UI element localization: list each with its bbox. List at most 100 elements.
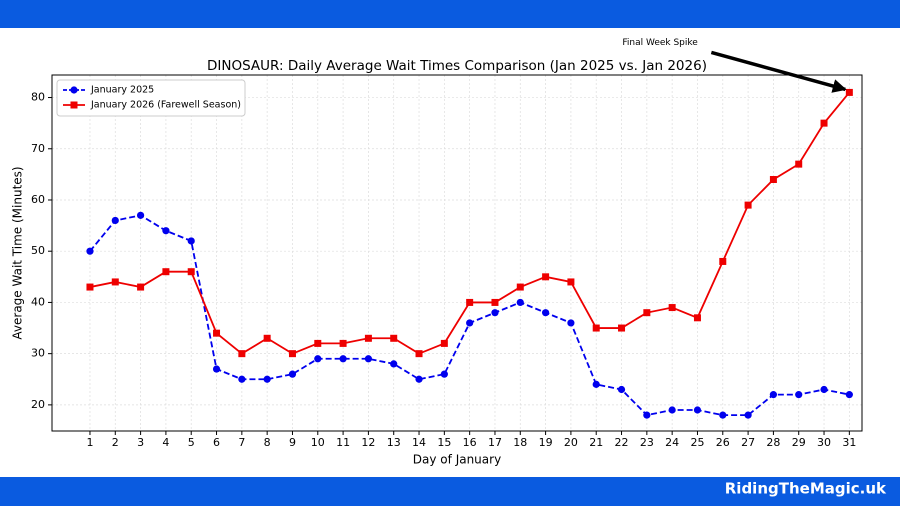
x-tick-label: 6 bbox=[213, 436, 220, 449]
x-tick-label: 25 bbox=[690, 436, 704, 449]
y-tick-label: 70 bbox=[31, 142, 45, 155]
square-marker bbox=[567, 278, 575, 286]
circle-marker bbox=[617, 385, 626, 394]
x-tick-label: 11 bbox=[336, 436, 350, 449]
x-tick-label: 7 bbox=[238, 436, 245, 449]
x-tick-label: 1 bbox=[86, 436, 93, 449]
y-axis-label: Average Wait Time (Minutes) bbox=[11, 166, 25, 339]
circle-marker bbox=[288, 370, 297, 378]
y-tick-label: 50 bbox=[31, 244, 45, 257]
footer-text: RidingTheMagic.uk bbox=[725, 480, 887, 498]
square-marker bbox=[86, 283, 94, 291]
circle-marker bbox=[238, 375, 246, 383]
square-marker bbox=[187, 268, 195, 276]
x-tick-label: 28 bbox=[766, 436, 780, 449]
legend-label: January 2026 (Farewell Season) bbox=[90, 100, 241, 111]
legend-marker bbox=[70, 86, 78, 94]
circle-marker bbox=[187, 237, 195, 245]
circle-marker bbox=[592, 380, 600, 388]
x-tick-label: 18 bbox=[513, 436, 527, 449]
circle-marker bbox=[314, 355, 322, 363]
circle-marker bbox=[212, 365, 221, 373]
square-marker bbox=[845, 88, 853, 96]
circle-marker bbox=[516, 298, 524, 307]
square-marker bbox=[719, 257, 727, 265]
circle-marker bbox=[263, 375, 271, 383]
square-marker bbox=[769, 175, 777, 183]
circle-marker bbox=[769, 391, 778, 399]
square-marker bbox=[390, 334, 398, 342]
square-marker bbox=[415, 350, 423, 358]
circle-marker bbox=[820, 385, 828, 394]
circle-marker bbox=[136, 211, 145, 219]
chart-title: DINOSAUR: Daily Average Wait Times Compa… bbox=[207, 58, 707, 74]
y-tick-label: 20 bbox=[31, 398, 45, 411]
square-marker bbox=[364, 334, 372, 342]
circle-marker bbox=[541, 309, 550, 317]
x-tick-label: 5 bbox=[188, 436, 195, 449]
x-tick-label: 26 bbox=[716, 436, 730, 449]
x-tick-label: 3 bbox=[137, 436, 144, 449]
x-tick-label: 27 bbox=[741, 436, 755, 449]
square-marker bbox=[795, 160, 803, 168]
square-marker bbox=[339, 339, 347, 347]
square-marker bbox=[516, 283, 524, 291]
x-tick-label: 30 bbox=[817, 436, 831, 449]
y-tick-label: 60 bbox=[31, 193, 45, 206]
circle-marker bbox=[415, 375, 423, 383]
x-tick-label: 2 bbox=[112, 436, 119, 449]
circle-marker bbox=[567, 319, 575, 327]
x-tick-label: 14 bbox=[412, 436, 426, 449]
legend-label: January 2025 bbox=[90, 85, 154, 96]
x-tick-label: 12 bbox=[361, 436, 375, 449]
circle-marker bbox=[364, 355, 373, 363]
annotation-arrow bbox=[710, 50, 847, 93]
square-marker bbox=[542, 273, 550, 281]
x-tick-label: 9 bbox=[289, 436, 296, 449]
x-tick-label: 10 bbox=[311, 436, 325, 449]
square-marker bbox=[238, 350, 246, 358]
x-axis-label: Day of January bbox=[413, 453, 501, 467]
square-marker bbox=[643, 309, 651, 317]
legend-box bbox=[56, 79, 246, 117]
top-banner bbox=[0, 0, 900, 28]
x-tick-label: 22 bbox=[615, 436, 629, 449]
circle-marker bbox=[491, 309, 499, 317]
bottom-banner bbox=[0, 477, 900, 506]
x-tick-label: 15 bbox=[437, 436, 451, 449]
square-marker bbox=[440, 339, 448, 347]
x-tick-label: 20 bbox=[564, 436, 578, 449]
y-tick-label: 30 bbox=[31, 347, 45, 360]
circle-marker bbox=[440, 370, 448, 378]
square-marker bbox=[111, 278, 119, 286]
x-tick-label: 31 bbox=[842, 436, 856, 449]
x-tick-label: 29 bbox=[792, 436, 806, 449]
x-tick-label: 19 bbox=[539, 436, 553, 449]
circle-marker bbox=[339, 355, 347, 363]
square-marker bbox=[466, 298, 474, 306]
square-marker bbox=[668, 304, 676, 312]
square-marker bbox=[491, 298, 499, 306]
circle-marker bbox=[466, 319, 474, 327]
circle-marker bbox=[845, 391, 853, 399]
square-marker bbox=[693, 314, 701, 322]
square-marker bbox=[592, 324, 600, 332]
square-marker bbox=[618, 324, 626, 332]
circle-marker bbox=[668, 406, 676, 414]
y-tick-label: 80 bbox=[31, 91, 45, 104]
square-marker bbox=[162, 268, 170, 276]
square-marker bbox=[744, 201, 752, 209]
x-tick-label: 4 bbox=[162, 436, 169, 449]
circle-marker bbox=[719, 411, 727, 419]
square-marker bbox=[263, 334, 271, 342]
legend-marker bbox=[70, 101, 78, 109]
circle-marker bbox=[86, 247, 94, 255]
circle-marker bbox=[693, 406, 702, 414]
circle-marker bbox=[643, 411, 651, 419]
circle-marker bbox=[390, 360, 398, 368]
x-tick-label: 17 bbox=[488, 436, 502, 449]
square-marker bbox=[820, 119, 828, 127]
x-tick-label: 21 bbox=[589, 436, 603, 449]
